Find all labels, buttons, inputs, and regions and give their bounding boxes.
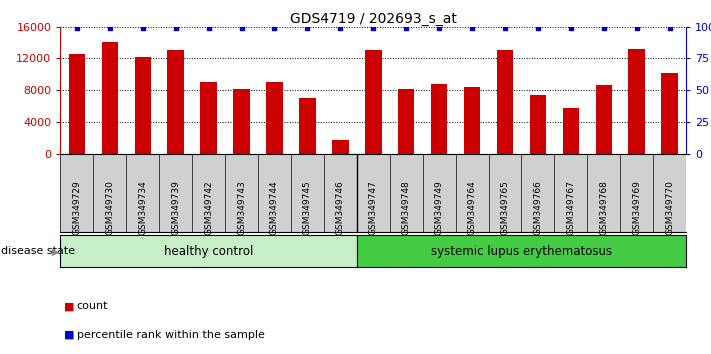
Text: ■: ■ [64,301,75,311]
Bar [464,87,481,154]
Text: healthy control: healthy control [164,245,253,258]
Point [434,25,445,31]
Point [335,25,346,31]
Bar [233,90,250,154]
Point [170,25,181,31]
Point [466,25,478,31]
Bar [530,95,546,154]
Point [104,25,115,31]
Text: systemic lupus erythematosus: systemic lupus erythematosus [431,245,612,258]
Point [137,25,149,31]
Point [368,25,379,31]
Bar [661,73,678,154]
Bar [497,50,513,154]
Bar [266,82,283,154]
Bar [134,57,151,154]
Point [203,25,214,31]
Point [269,25,280,31]
Bar [398,89,415,154]
Point [631,25,643,31]
Point [565,25,577,31]
Bar [102,42,118,154]
Bar [168,50,184,154]
Point [71,25,82,31]
Text: disease state: disease state [1,246,75,256]
Bar [299,98,316,154]
Point [400,25,412,31]
Point [236,25,247,31]
Point [664,25,675,31]
Title: GDS4719 / 202693_s_at: GDS4719 / 202693_s_at [290,12,456,25]
Bar [69,55,85,154]
Point [301,25,313,31]
Text: ▶: ▶ [52,246,60,256]
Bar [562,108,579,154]
Point [533,25,544,31]
Bar [201,82,217,154]
Bar [332,140,348,154]
Bar [365,50,382,154]
Text: percentile rank within the sample: percentile rank within the sample [77,330,264,339]
Bar [596,85,612,154]
Bar [431,84,447,154]
Text: ■: ■ [64,330,75,339]
Bar [629,49,645,154]
Text: count: count [77,301,108,311]
Point [598,25,609,31]
Point [499,25,510,31]
